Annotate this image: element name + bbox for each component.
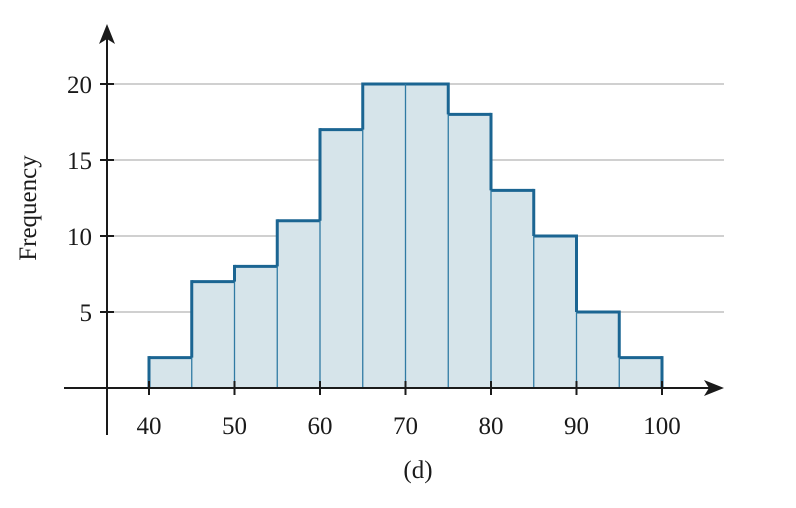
bar-95-100: [619, 357, 662, 388]
bar-50-55: [234, 266, 278, 388]
bar-80-85: [491, 190, 534, 388]
bar-90-95: [576, 312, 620, 388]
x-axis-arrow: [704, 380, 724, 396]
bar-55-60: [277, 220, 320, 388]
x-tick-label-90: 90: [564, 413, 589, 440]
y-tick-label-5: 5: [80, 300, 93, 327]
bar-75-80: [448, 114, 491, 389]
x-tick-label-40: 40: [137, 413, 162, 440]
y-axis-ticks: 5 10 15 20: [67, 72, 114, 327]
x-axis-ticks: 40 50 60 70 80 90 100: [137, 381, 681, 440]
bar-65-70: [362, 84, 406, 388]
y-tick-label-20: 20: [67, 72, 92, 99]
x-tick-label-100: 100: [643, 413, 681, 440]
bar-85-90: [533, 236, 577, 388]
bar-40-45: [149, 357, 192, 388]
x-tick-label-80: 80: [479, 413, 504, 440]
x-tick-label-50: 50: [222, 413, 247, 440]
y-axis-label: Frequency: [15, 155, 42, 261]
y-tick-label-10: 10: [67, 224, 92, 251]
histogram-bars: [147, 82, 664, 389]
y-axis-arrow: [99, 24, 115, 44]
x-tick-label-60: 60: [308, 413, 333, 440]
bar-60-65: [320, 129, 363, 388]
y-tick-label-15: 15: [67, 148, 92, 175]
x-tick-label-70: 70: [393, 413, 418, 440]
chart-caption: (d): [403, 457, 432, 484]
bar-70-75: [405, 84, 449, 388]
bar-45-50: [191, 281, 235, 388]
